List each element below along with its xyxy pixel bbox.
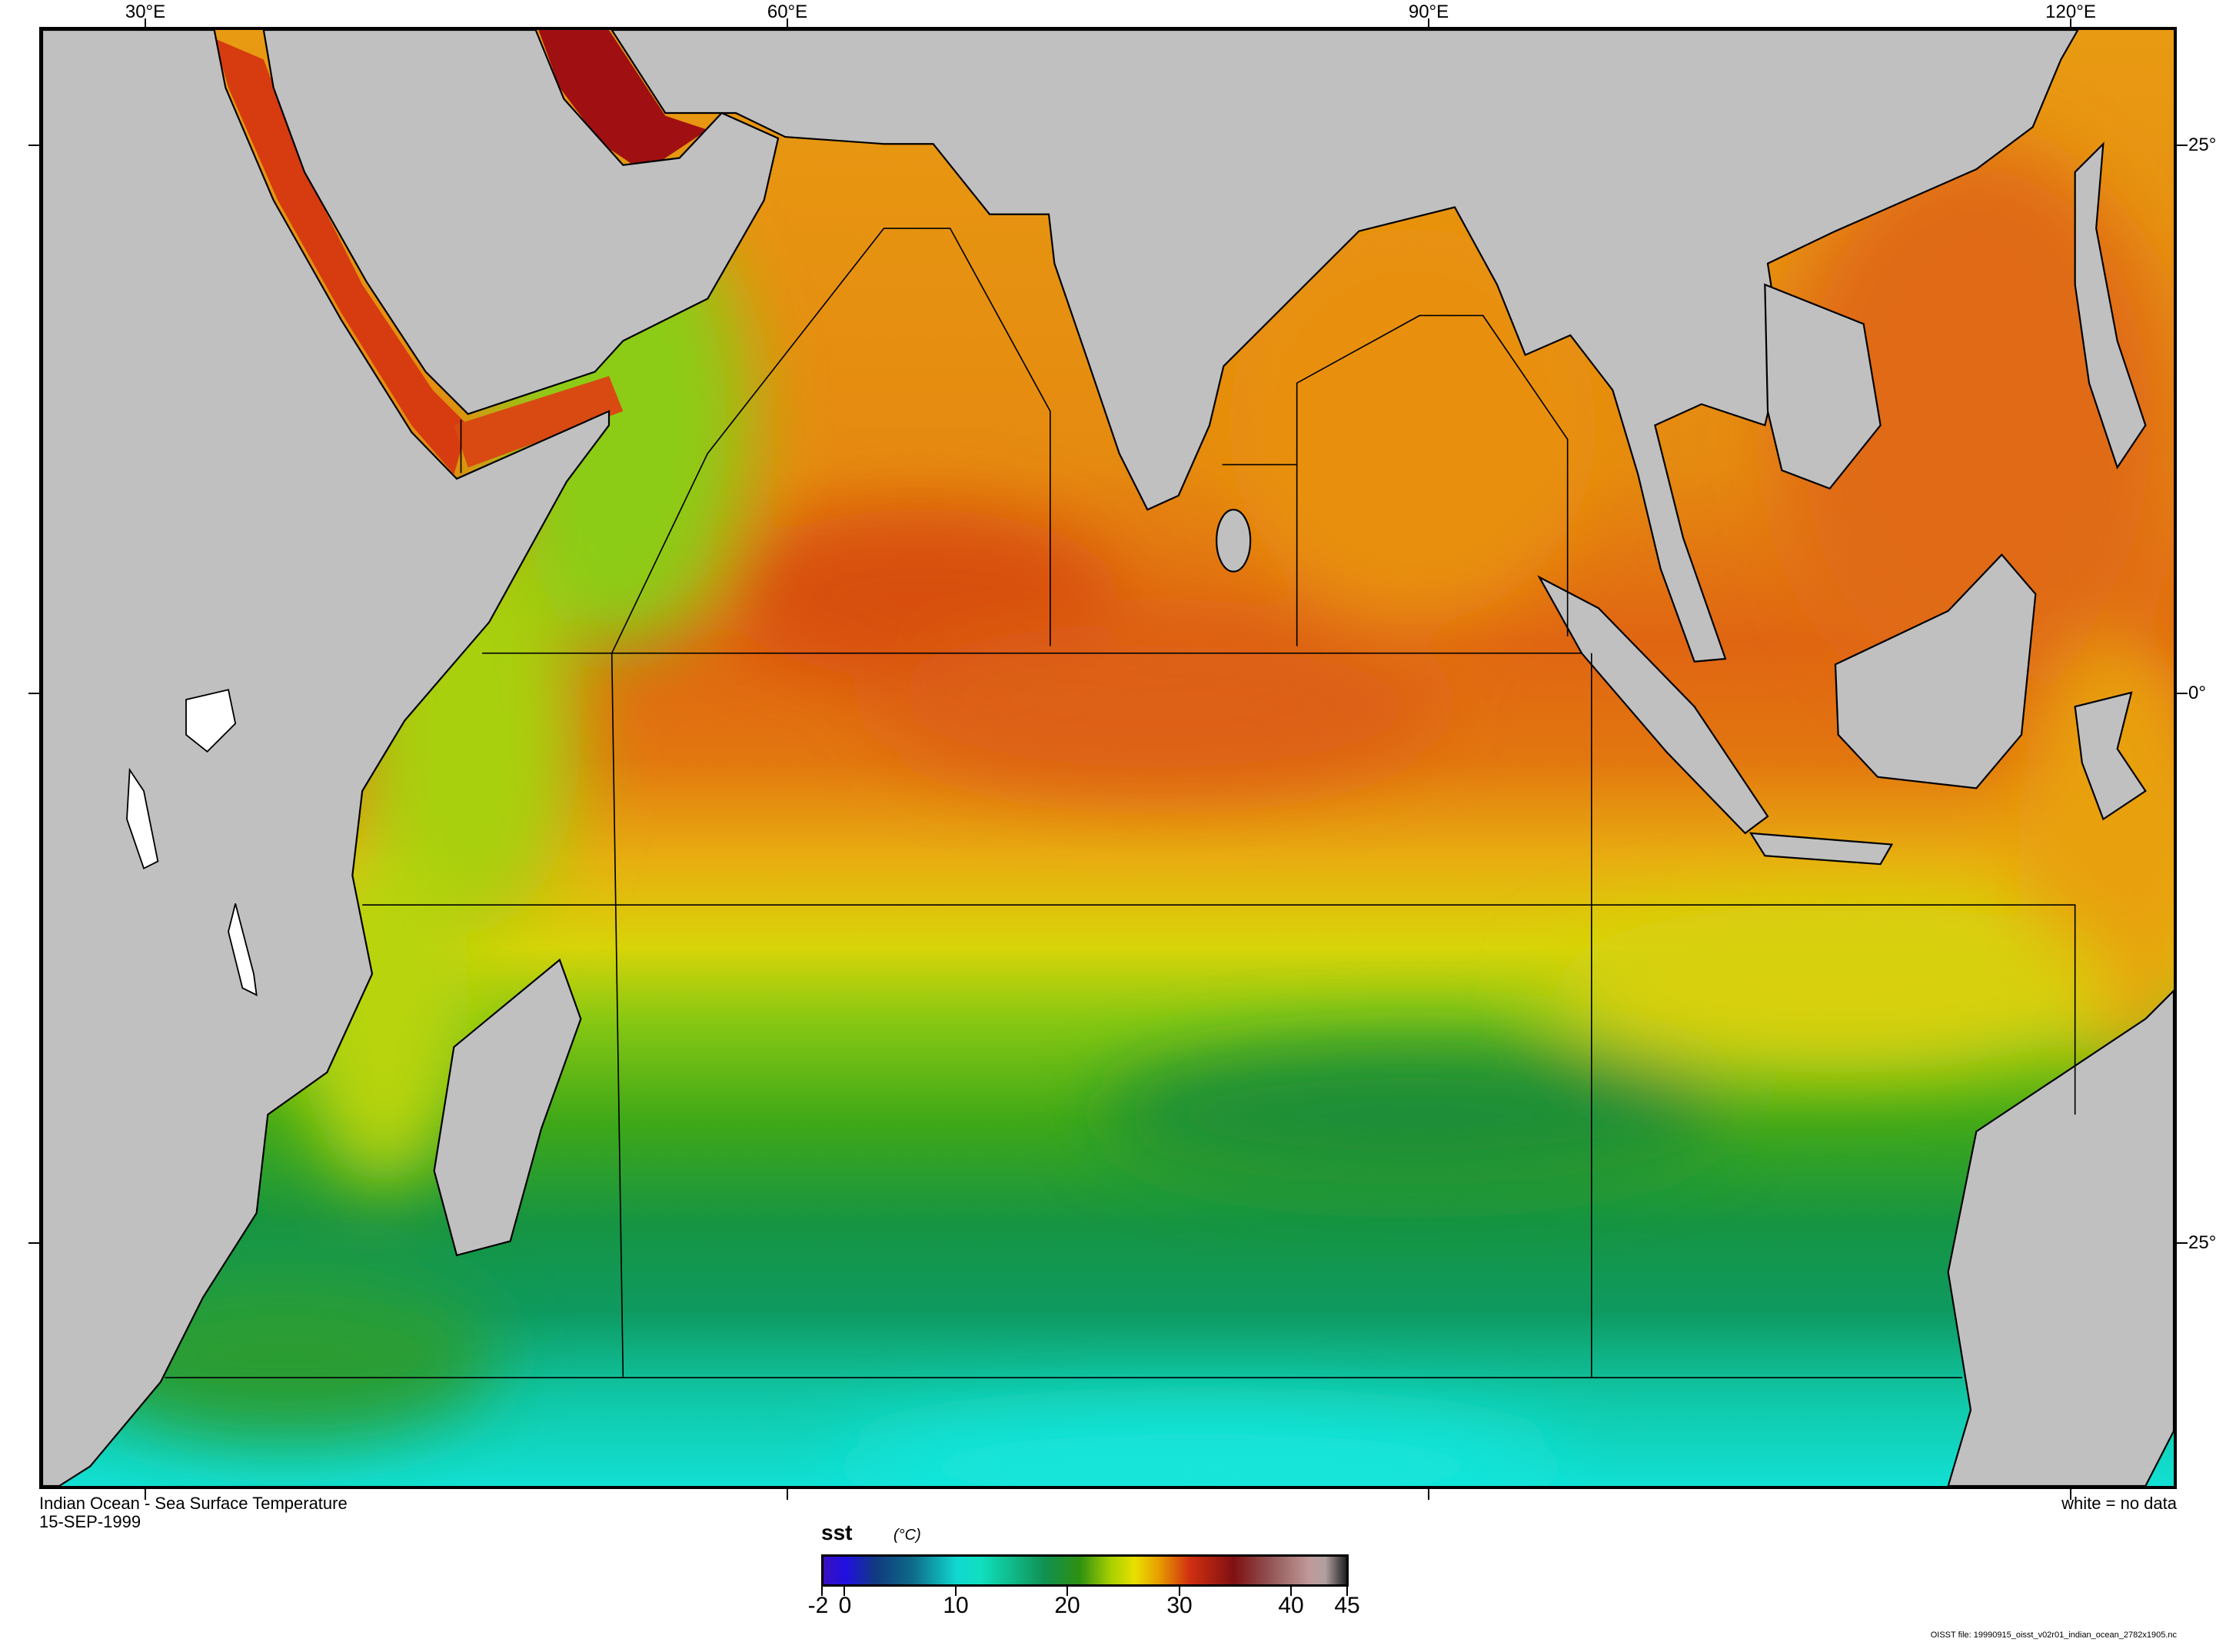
lon-tick bbox=[1428, 1489, 1429, 1500]
lon-tick bbox=[145, 18, 146, 29]
colorbar-tick bbox=[955, 1587, 957, 1596]
lon-tick bbox=[2070, 1489, 2071, 1500]
java bbox=[1749, 832, 1894, 866]
no-data-areas bbox=[126, 689, 258, 996]
sst-map-canvas bbox=[41, 28, 2216, 1523]
colorbar-tick bbox=[1179, 1587, 1180, 1596]
colorbar-label: -2 bbox=[807, 1593, 829, 1618]
lat-tick bbox=[28, 693, 39, 694]
colorbar-tick bbox=[1290, 1587, 1292, 1596]
lat-label-0: 0° bbox=[2188, 683, 2206, 703]
lat-tick bbox=[2177, 1242, 2188, 1244]
arabia bbox=[262, 28, 780, 415]
colorbar-label: 30 bbox=[1166, 1593, 1193, 1618]
lat-tick bbox=[28, 1242, 39, 1244]
borneo bbox=[1834, 553, 2037, 789]
colorbar-tick bbox=[843, 1587, 845, 1596]
colorbar-variable: sst bbox=[821, 1521, 853, 1544]
colorbar bbox=[821, 1554, 1349, 1587]
colorbar-label: 10 bbox=[943, 1593, 969, 1618]
land bbox=[41, 28, 2175, 1487]
lat-label-25n: 25° bbox=[2188, 135, 2216, 155]
sri-lanka bbox=[1216, 508, 1252, 573]
lon-tick bbox=[787, 1489, 788, 1500]
map-date: 15-SEP-1999 bbox=[39, 1512, 141, 1531]
lat-tick bbox=[2177, 693, 2188, 694]
africa bbox=[41, 28, 611, 1487]
lon-tick bbox=[787, 18, 788, 29]
australia bbox=[1947, 989, 2175, 1487]
colorbar-label: 0 bbox=[838, 1593, 852, 1618]
persian-gulf bbox=[538, 30, 708, 172]
no-data-note: white = no data bbox=[2061, 1494, 2177, 1513]
colorbar-label: 40 bbox=[1278, 1593, 1304, 1618]
colorbar-label: 45 bbox=[1334, 1593, 1360, 1618]
lat-tick bbox=[28, 145, 39, 146]
sst-map[interactable] bbox=[39, 27, 2216, 1523]
sulawesi bbox=[2074, 691, 2147, 821]
map-title: Indian Ocean - Sea Surface Temperature bbox=[39, 1494, 348, 1513]
sumatra bbox=[1537, 575, 1769, 835]
colorbar-tick bbox=[1066, 1587, 1068, 1596]
madagascar bbox=[433, 958, 582, 1257]
lat-label-25s: 25° bbox=[2188, 1232, 2216, 1253]
indochina bbox=[1764, 283, 1882, 490]
lon-tick bbox=[2070, 18, 2071, 29]
colorbar-tick bbox=[821, 1587, 823, 1596]
colorbar-label: 20 bbox=[1054, 1593, 1080, 1618]
colorbar-tick bbox=[1346, 1587, 1348, 1596]
lat-tick bbox=[2177, 145, 2188, 146]
region-boundaries bbox=[165, 228, 2076, 1378]
gulf-of-aden bbox=[454, 376, 624, 468]
philippines bbox=[2074, 141, 2147, 470]
lon-tick bbox=[1428, 18, 1429, 29]
red-sea bbox=[214, 38, 468, 475]
lon-tick bbox=[145, 1489, 146, 1500]
asia-mainland bbox=[610, 28, 2080, 663]
colorbar-units: (°C) bbox=[893, 1527, 921, 1544]
file-note: OISST file: 19990915_oisst_v02r01_indian… bbox=[1930, 1630, 2177, 1640]
